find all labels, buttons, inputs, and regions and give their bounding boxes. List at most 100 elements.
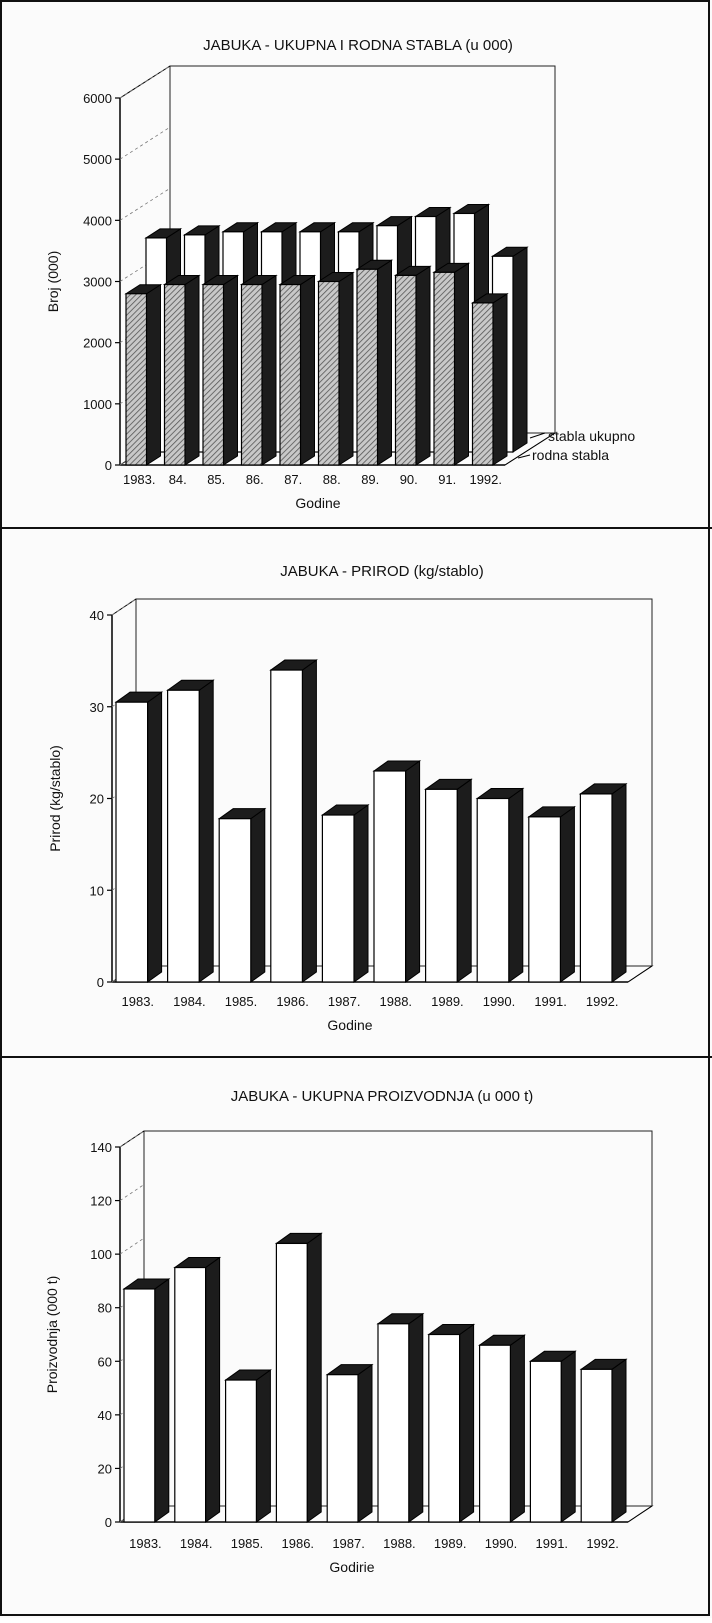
y-axis-label: Proizvodnja (000 t) xyxy=(44,1276,60,1394)
bar-side-face xyxy=(559,805,575,983)
y-tick-label: 20 xyxy=(98,1461,112,1476)
bar-side-face xyxy=(456,778,472,983)
bar-side-face xyxy=(300,274,315,466)
bar xyxy=(162,274,201,466)
bar xyxy=(217,807,267,983)
bar-side-face xyxy=(255,1369,271,1523)
y-tick-label: 80 xyxy=(98,1301,112,1316)
depth-guide xyxy=(119,1237,145,1255)
bar-front-face xyxy=(115,701,149,983)
x-tick-label: 1988. xyxy=(380,994,413,1009)
bar xyxy=(478,1334,526,1523)
bar-side-face xyxy=(261,274,277,466)
chart-title: JABUKA - UKUPNA I RODNA STABLA (u 000) xyxy=(203,37,513,54)
bar-front-face xyxy=(356,268,379,466)
x-tick-label: 1985. xyxy=(231,1536,264,1551)
chart-title: JABUKA - PRIROD (kg/stablo) xyxy=(280,563,483,580)
bar-side-face xyxy=(301,659,317,983)
bar xyxy=(475,787,525,983)
y-tick-label: 5000 xyxy=(83,152,112,167)
bar-front-face xyxy=(218,818,252,983)
x-tick-label: 1989. xyxy=(434,1536,467,1551)
bar-side-face xyxy=(611,1358,627,1523)
y-tick-label: 140 xyxy=(90,1140,112,1155)
x-tick-label: 1983. xyxy=(123,472,156,487)
bar-front-face xyxy=(394,274,417,466)
bar-side-face xyxy=(205,1256,221,1523)
bar-front-face xyxy=(529,1360,562,1523)
series-rodna-stabla xyxy=(124,259,509,466)
x-tick-label: 1983. xyxy=(122,994,155,1009)
y-axis-label: Broj (000) xyxy=(45,251,61,312)
bar-side-face xyxy=(512,246,528,453)
depth-guide xyxy=(119,1130,145,1148)
bar xyxy=(432,262,471,466)
x-tick-label: 1989. xyxy=(431,994,464,1009)
bar-front-face xyxy=(125,293,148,466)
x-tick-label: 1992. xyxy=(469,472,502,487)
bar-front-face xyxy=(270,669,303,983)
y-tick-label: 6000 xyxy=(83,91,112,106)
bar xyxy=(122,1277,171,1523)
bar-side-face xyxy=(353,804,369,983)
bar-side-face xyxy=(508,787,524,983)
depth-guide xyxy=(119,187,171,221)
x-tick-label: 1987. xyxy=(332,1536,365,1551)
y-tick-label: 20 xyxy=(90,792,104,807)
x-tick-label: 87. xyxy=(284,472,302,487)
bar xyxy=(527,805,576,983)
bar-side-face xyxy=(250,807,266,983)
bar-side-face xyxy=(146,283,161,466)
depth-guide xyxy=(119,126,171,160)
bar xyxy=(470,292,509,466)
chart-title: JABUKA - UKUPNA PROIZVODNJA (u 000 t) xyxy=(231,1088,534,1105)
bar-side-face xyxy=(357,1363,373,1523)
x-tick-label: 1992. xyxy=(586,994,619,1009)
x-tick-label: 1991. xyxy=(534,994,567,1009)
bar-front-face xyxy=(476,797,510,983)
series-bars xyxy=(114,659,628,983)
bar xyxy=(201,274,240,466)
bar-front-face xyxy=(479,1344,512,1523)
bar xyxy=(376,1312,425,1523)
x-tick-label: 1986. xyxy=(282,1536,315,1551)
bar xyxy=(274,1232,323,1523)
y-axis-label: Prirod (kg/stablo) xyxy=(47,745,63,852)
bar-side-face xyxy=(377,259,392,466)
x-axis-label: Godine xyxy=(327,1017,372,1033)
x-tick-label: 1983. xyxy=(129,1536,162,1551)
bar xyxy=(528,1350,577,1523)
legend-leader xyxy=(529,432,546,439)
x-axis-label: Godirie xyxy=(329,1559,374,1575)
x-axis-depth xyxy=(627,965,653,983)
bar-front-face xyxy=(425,788,458,983)
bar xyxy=(355,259,394,466)
x-tick-label: 1984. xyxy=(180,1536,213,1551)
bar-side-face xyxy=(405,760,421,983)
bar-side-face xyxy=(184,274,200,466)
y-tick-label: 2000 xyxy=(83,336,112,351)
chart-3-proizvodnja: 0 20 40 60 80 100 120 140 1983. 1984. 1985. 1986. 19… xyxy=(44,1088,654,1575)
x-tick-label: 1984. xyxy=(173,994,206,1009)
bar xyxy=(224,1369,272,1523)
bar xyxy=(427,1323,476,1523)
legend: stabla ukupno rodna stabla xyxy=(517,428,635,463)
y-tick-label: 0 xyxy=(97,975,104,990)
bar-front-face xyxy=(275,1242,308,1523)
x-tick-label: 90. xyxy=(400,472,418,487)
bar-side-face xyxy=(454,262,469,466)
bar-side-face xyxy=(306,1232,322,1523)
bar-front-face xyxy=(433,271,456,466)
x-tick-label: 1986. xyxy=(276,994,309,1009)
y-tick-label: 120 xyxy=(90,1194,112,1209)
bar xyxy=(579,1358,628,1523)
bar-side-face xyxy=(492,292,508,466)
bar-front-face xyxy=(471,302,494,466)
y-tick-label: 4000 xyxy=(83,213,112,228)
bar-side-face xyxy=(154,1277,170,1523)
y-tick-label: 30 xyxy=(90,700,104,715)
bar-side-face xyxy=(198,679,214,983)
bar xyxy=(424,778,473,983)
